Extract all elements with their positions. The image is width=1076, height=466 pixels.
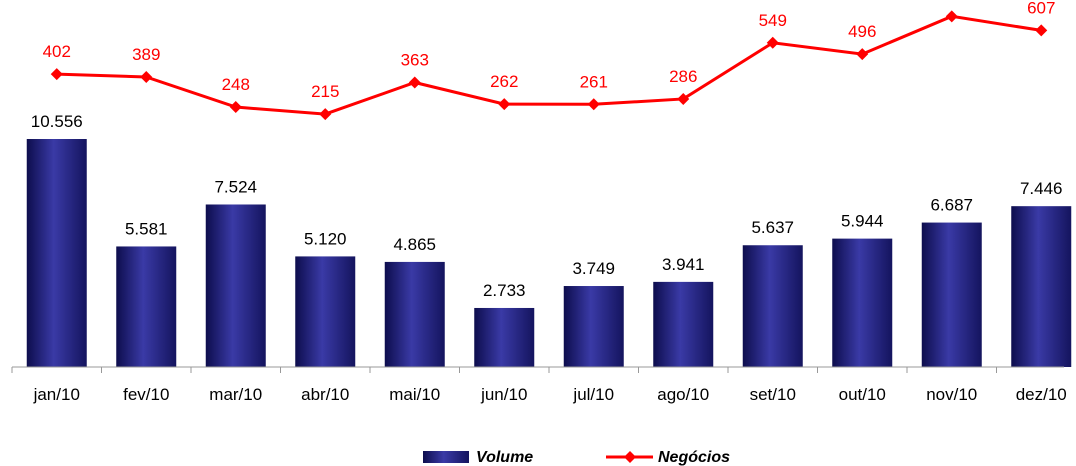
x-tick-label: mar/10	[209, 385, 262, 404]
x-tick-label: out/10	[839, 385, 886, 404]
x-tick-label: dez/10	[1016, 385, 1067, 404]
legend-volume-label: Volume	[476, 449, 533, 466]
negocios-marker	[319, 108, 332, 121]
negocios-data-label: 248	[222, 75, 250, 94]
volume-data-label: 5.637	[751, 218, 794, 237]
volume-data-label: 4.865	[393, 235, 436, 254]
volume-bar	[474, 307, 535, 367]
volume-bars	[26, 139, 1072, 367]
volume-data-label: 3.941	[662, 255, 705, 274]
negocios-marker	[856, 48, 869, 61]
negocios-marker	[140, 70, 153, 83]
negocios-line-series	[50, 10, 1048, 121]
negocios-marker	[766, 36, 779, 49]
x-tick-label: nov/10	[926, 385, 977, 404]
volume-data-label: 7.524	[214, 177, 257, 196]
negocios-data-label: 286	[669, 67, 697, 86]
volume-bar	[295, 256, 356, 367]
x-tick-label: mai/10	[389, 385, 440, 404]
negocios-marker	[587, 98, 600, 111]
volume-data-label: 5.944	[841, 212, 884, 231]
volume-bar	[653, 281, 714, 367]
negocios-marker	[498, 98, 511, 111]
volume-data-label: 7.446	[1020, 179, 1063, 198]
negocios-data-label: 549	[759, 11, 787, 30]
volume-bar	[921, 222, 982, 367]
volume-data-label: 6.687	[930, 196, 973, 215]
x-tick-label: set/10	[750, 385, 796, 404]
volume-bar	[384, 261, 445, 367]
legend-volume-swatch	[423, 451, 469, 463]
negocios-data-label: 607	[1027, 0, 1055, 17]
negocios-data-label: 363	[401, 50, 429, 69]
volume-data-label: 5.581	[125, 219, 168, 238]
volume-bar	[1011, 206, 1072, 367]
volume-bar	[116, 246, 177, 367]
x-tick-label: ago/10	[657, 385, 709, 404]
volume-bar	[742, 245, 803, 367]
negocios-marker	[945, 10, 958, 23]
legend-negocios-marker	[624, 451, 636, 463]
volume-bar	[205, 204, 266, 367]
x-tick-label: abr/10	[301, 385, 349, 404]
negocios-line	[56, 14, 1042, 116]
x-tick-label: fev/10	[123, 385, 169, 404]
x-axis: jan/10 fev/10 mar/10 abr/10 mai/10 jun/10 jul/…	[11, 366, 1067, 404]
negocios-marker	[1035, 24, 1048, 37]
x-tick-label: jul/10	[572, 385, 614, 404]
volume-labels: 10.556 5.581 7.524 5.120 4.865 2.733 3.749 3.94…	[31, 112, 1063, 300]
negocios-data-label: 261	[580, 72, 608, 91]
negocios-marker	[50, 68, 63, 81]
volume-data-label: 3.749	[572, 259, 615, 278]
volume-bar	[26, 139, 87, 367]
legend: Volume Negócios	[423, 449, 730, 466]
negocios-data-label: 215	[311, 82, 339, 101]
volume-bar	[832, 238, 893, 367]
volume-data-label: 10.556	[31, 112, 83, 131]
volume-data-label: 2.733	[483, 281, 526, 300]
negocios-data-label: 496	[848, 22, 876, 41]
negocios-data-label: 402	[43, 42, 71, 61]
volume-bar	[563, 286, 624, 367]
x-tick-label: jan/10	[33, 385, 80, 404]
volume-data-label: 5.120	[304, 229, 347, 248]
negocios-data-label: 673	[938, 0, 966, 3]
negocios-marker	[408, 76, 421, 89]
negocios-labels: 402 389 248 215 363 262 261 286 549 496 673 607	[43, 0, 1056, 101]
negocios-data-label: 389	[132, 45, 160, 64]
x-tick-label: jun/10	[480, 385, 527, 404]
negocios-marker	[229, 101, 242, 114]
legend-negocios-label: Negócios	[658, 449, 730, 466]
negocios-marker	[677, 92, 690, 105]
negocios-data-label: 262	[490, 72, 518, 91]
